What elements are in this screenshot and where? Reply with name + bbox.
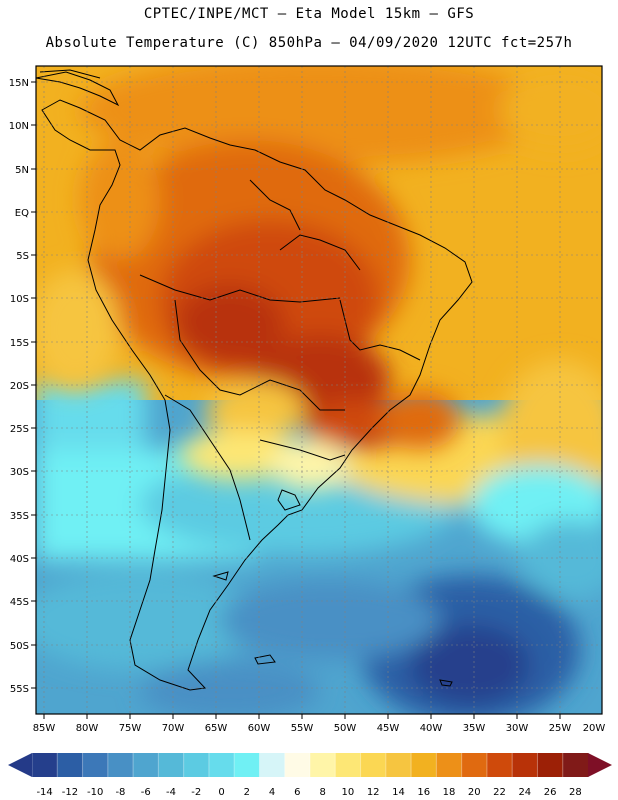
latitude-labels: 15N 10N 5N EQ 5S 10S 15S 20S 25S 30S 35S… [9, 78, 29, 695]
coastlines [36, 69, 473, 691]
temperature-map: 15N 10N 5N EQ 5S 10S 15S 20S 25S 30S 35S… [9, 65, 606, 734]
lat-label: 45S [10, 597, 29, 608]
lat-label: 35S [10, 511, 29, 522]
colorbar-label: 2 [244, 787, 250, 798]
lon-label: 40W [420, 723, 443, 734]
colorbar-cell [335, 753, 362, 777]
lat-label: 20S [10, 381, 29, 392]
colorbar-cell [360, 753, 387, 777]
colorbar-labels: -14 -12 -10 -8 -6 -4 -2 0 2 4 6 8 10 12 14 16 18 20 22 24 26… [36, 787, 581, 798]
lon-label: 45W [377, 723, 400, 734]
colorbar-cell [562, 753, 589, 777]
lon-label: 75W [119, 723, 142, 734]
colorbar-label: -8 [115, 787, 125, 798]
temperature-field [36, 66, 602, 714]
colorbar-label: 16 [417, 787, 430, 798]
colorbar-label: 12 [367, 787, 380, 798]
colorbar-cell [385, 753, 412, 777]
colorbar-label: 18 [443, 787, 456, 798]
colorbar-cell [310, 753, 336, 777]
colorbar-cell [234, 753, 260, 777]
map-frame [35, 65, 603, 715]
graticule [36, 66, 602, 714]
lat-label: 5S [16, 251, 29, 262]
colorbar-label: -10 [87, 787, 103, 798]
colorbar-label: -14 [36, 787, 52, 798]
colorbar-label: 24 [518, 787, 531, 798]
colorbar-cell [486, 753, 513, 777]
colorbar-label: 6 [294, 787, 300, 798]
colorbar-label: 4 [269, 787, 275, 798]
colorbar-cell [107, 753, 134, 777]
tick-marks [31, 81, 561, 719]
colorbar: -14 -12 -10 -8 -6 -4 -2 0 2 4 6 8 10 12 14 16 18 20 22 24 26… [8, 753, 612, 798]
lon-label: 60W [248, 723, 271, 734]
lon-label: 85W [33, 723, 56, 734]
colorbar-label: 10 [342, 787, 355, 798]
lat-label: 5N [15, 165, 29, 176]
lat-label: 10S [10, 294, 29, 305]
lat-label: EQ [15, 208, 29, 219]
colorbar-label: 0 [218, 787, 224, 798]
title-line-model: CPTEC/INPE/MCT – Eta Model 15km – GFS [143, 6, 475, 22]
colorbar-label: 22 [493, 787, 506, 798]
lat-label: 50S [10, 641, 29, 652]
colorbar-label: 14 [392, 787, 405, 798]
lon-label: 25W [549, 723, 572, 734]
colorbar-label: -12 [62, 787, 78, 798]
lon-label: 20W [583, 723, 606, 734]
lon-label: 65W [205, 723, 228, 734]
lon-label: 50W [334, 723, 357, 734]
title-line-field: Absolute Temperature (C) 850hPa – 04/09/… [45, 35, 573, 51]
lat-label: 30S [10, 467, 29, 478]
colorbar-cell [512, 753, 538, 777]
colorbar-label: 20 [468, 787, 481, 798]
colorbar-label: 28 [569, 787, 582, 798]
lat-label: 55S [10, 684, 29, 695]
lat-label: 25S [10, 424, 29, 435]
lon-label: 35W [463, 723, 486, 734]
colorbar-label: -4 [166, 787, 176, 798]
lat-label: 15S [10, 338, 29, 349]
colorbar-cell [537, 753, 564, 777]
colorbar-cell [436, 753, 463, 777]
colorbar-label: 8 [319, 787, 325, 798]
lat-label: 10N [9, 121, 29, 132]
colorbar-cells [31, 753, 589, 777]
lon-label: 70W [162, 723, 185, 734]
lon-label: 55W [291, 723, 314, 734]
colorbar-label: -6 [141, 787, 151, 798]
colorbar-under-arrow [8, 753, 32, 777]
colorbar-cell [461, 753, 488, 777]
colorbar-cell [32, 753, 58, 777]
lon-label: 30W [506, 723, 529, 734]
colorbar-cell [208, 753, 235, 777]
colorbar-cell [133, 753, 159, 777]
lat-label: 40S [10, 554, 29, 565]
colorbar-cell [411, 753, 437, 777]
colorbar-label: 26 [544, 787, 557, 798]
longitude-labels: 85W 80W 75W 70W 65W 60W 55W 50W 45W 40W … [33, 723, 606, 734]
colorbar-over-arrow [588, 753, 612, 777]
colorbar-cell [259, 753, 286, 777]
colorbar-cell [158, 753, 185, 777]
colorbar-cell [57, 753, 84, 777]
lat-label: 15N [9, 78, 29, 89]
lon-label: 80W [76, 723, 99, 734]
colorbar-cell [183, 753, 210, 777]
colorbar-cell [82, 753, 109, 777]
colorbar-cell [284, 753, 311, 777]
colorbar-label: -2 [191, 787, 201, 798]
